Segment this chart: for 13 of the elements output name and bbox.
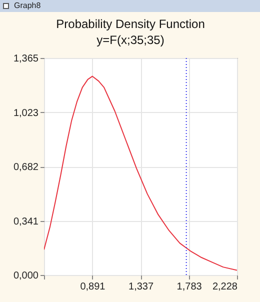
- chart-title: Probability Density Function: [56, 17, 205, 31]
- x-tick-label: 1,337: [128, 282, 154, 292]
- y-tick-label: 0,341: [13, 216, 39, 228]
- line-series: [44, 76, 237, 271]
- y-tick-label: 0,000: [13, 270, 39, 282]
- x-tick-label: 0,891: [80, 282, 106, 292]
- x-tick-label: 1,783: [176, 282, 202, 292]
- y-tick-label: 1,023: [13, 108, 39, 119]
- y-tick-label: 1,365: [13, 54, 39, 64]
- x-tick-label: 2,228: [212, 282, 238, 292]
- chart-subtitle: y=F(x;35;35): [96, 33, 164, 47]
- y-tick-label: 0,682: [13, 162, 39, 174]
- caption: Graph8: [14, 1, 41, 10]
